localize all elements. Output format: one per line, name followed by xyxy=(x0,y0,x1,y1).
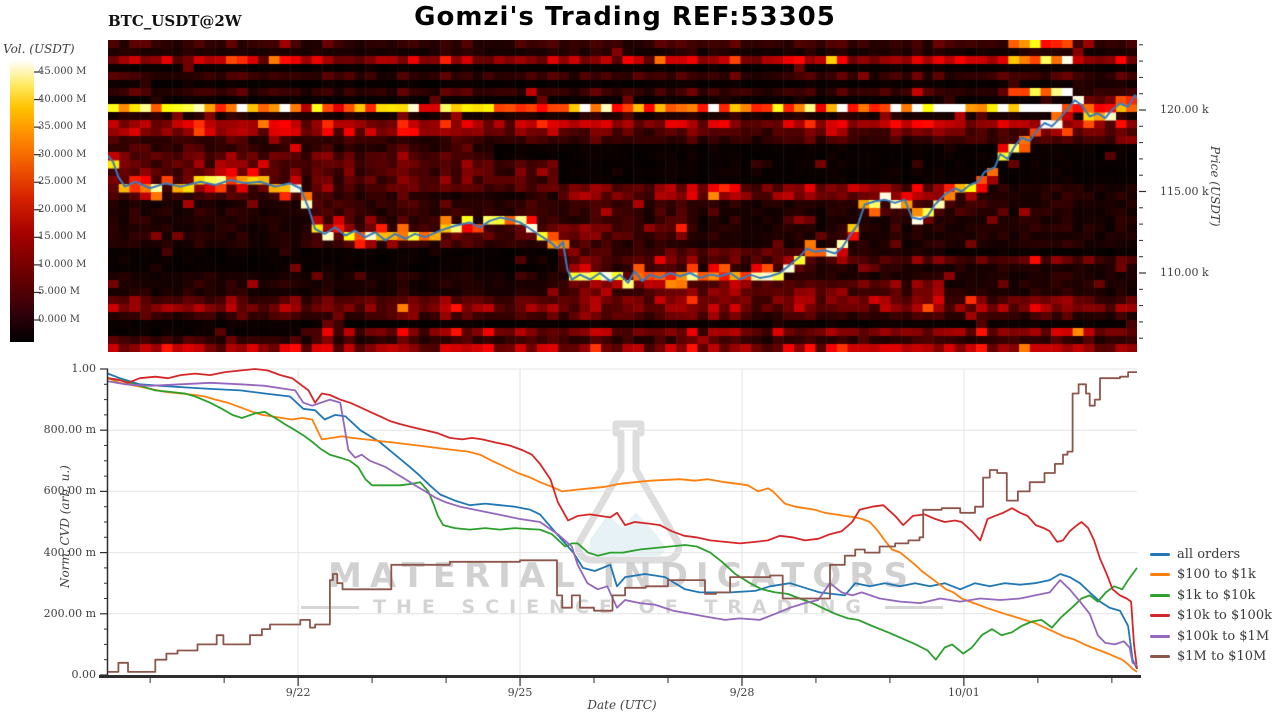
x-tick-label: 10/01 xyxy=(948,686,980,699)
legend-item: $1M to $10M xyxy=(1150,647,1272,668)
colorbar-tick-label: 5.000 M xyxy=(38,286,81,298)
colorbar-tick-label: 45.000 M xyxy=(38,66,87,77)
legend-label: $100 to $1k xyxy=(1177,567,1256,583)
y-tick-label: 800.00 m xyxy=(43,423,96,437)
legend-swatch xyxy=(1150,552,1170,556)
series-line--1m-to-10m xyxy=(108,371,1137,673)
colorbar-tick-label: 25.000 M xyxy=(38,176,87,188)
instrument-label: BTC_USDT@2W xyxy=(108,12,242,30)
y-tick-label: 400.00 m xyxy=(43,545,96,559)
date-axis-title: Date (UTC) xyxy=(587,698,657,712)
volume-colorbar xyxy=(10,60,34,342)
legend-swatch xyxy=(1150,655,1170,659)
colorbar-tick-label: 30.000 M xyxy=(38,148,87,160)
x-tick-label: 9/22 xyxy=(285,686,311,699)
legend-item: $100 to $1k xyxy=(1150,565,1272,586)
series-line--100-to-1k xyxy=(107,377,1138,673)
colorbar-tick-label: 20.000 M xyxy=(38,203,87,215)
y-tick-label: 0.00 xyxy=(71,668,97,681)
price-tick-label: 115.00 k xyxy=(1160,184,1209,198)
legend-swatch xyxy=(1150,573,1170,577)
colorbar-title: Vol. (USDT) xyxy=(3,42,75,56)
colorbar-tick-label: 0.000 M xyxy=(38,313,81,325)
x-tick-label: 9/28 xyxy=(729,686,755,699)
colorbar-tick-label: 35.000 M xyxy=(38,121,87,133)
colorbar-tick-label: 40.000 M xyxy=(38,93,87,105)
legend-label: $1M to $10M xyxy=(1177,649,1267,665)
watermark-dash-right xyxy=(884,605,943,609)
price-tick-label: 110.00 k xyxy=(1160,266,1209,279)
y-tick-label: 200.00 m xyxy=(43,606,96,620)
legend-swatch xyxy=(1150,614,1170,618)
legend-item: $100k to $1M xyxy=(1150,626,1272,647)
cvd-legend: all orders $100 to $1k $1k to $10k $10k to … xyxy=(1150,544,1272,667)
volume-heatmap-canvas xyxy=(108,40,1137,352)
legend-item: all orders xyxy=(1150,544,1272,565)
y-tick-label: 600.00 m xyxy=(43,484,96,498)
colorbar-tick-label: 10.000 M xyxy=(38,258,87,270)
legend-label: all orders xyxy=(1177,546,1241,562)
legend-item: $10k to $100k xyxy=(1150,606,1272,627)
series-line--100k-to-1m xyxy=(107,380,1138,667)
page-title: Gomzi's Trading REF:53305 xyxy=(414,2,836,32)
legend-swatch xyxy=(1150,634,1170,638)
series-line--10k-to-100k xyxy=(107,368,1138,670)
legend-swatch xyxy=(1150,593,1170,597)
y-tick-label: 1.00 xyxy=(71,362,97,375)
legend-label: $1k to $10k xyxy=(1177,587,1256,603)
x-tick-label: 9/25 xyxy=(507,686,533,699)
legend-label: $10k to $100k xyxy=(1177,608,1272,624)
legend-label: $100k to $1M xyxy=(1177,628,1270,644)
price-tick-label: 120.00 k xyxy=(1160,103,1209,116)
legend-item: $1k to $10k xyxy=(1150,585,1272,606)
colorbar-tick-label: 15.000 M xyxy=(38,231,87,243)
series-line--1k-to-10k xyxy=(107,377,1138,661)
series-line-all-orders xyxy=(107,372,1138,670)
